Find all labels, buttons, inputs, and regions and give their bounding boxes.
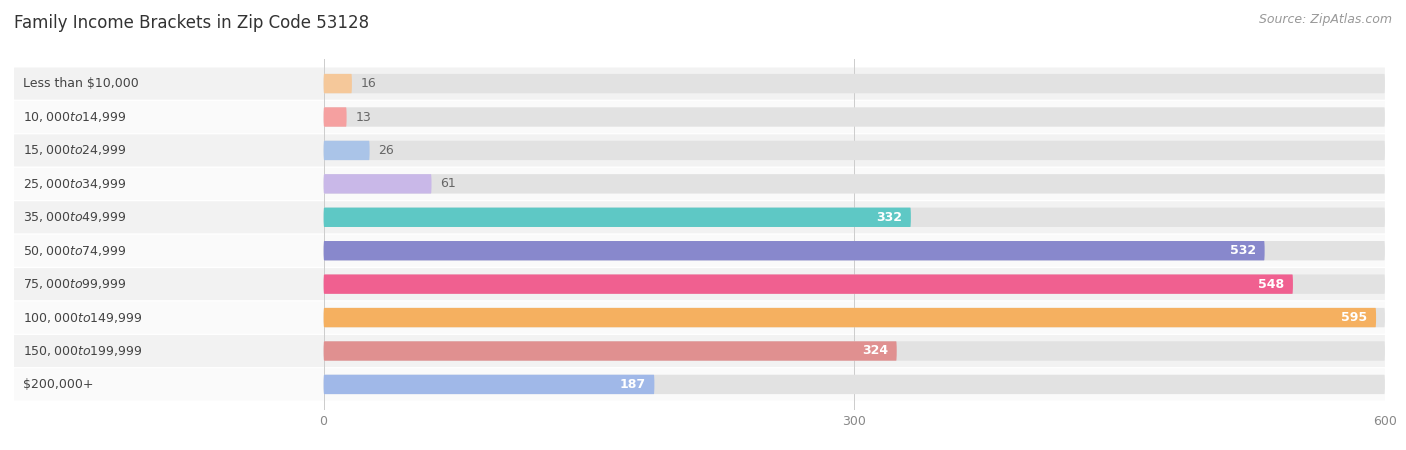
FancyBboxPatch shape bbox=[323, 174, 432, 194]
Text: 61: 61 bbox=[440, 177, 456, 190]
FancyBboxPatch shape bbox=[323, 274, 1294, 294]
Text: $150,000 to $199,999: $150,000 to $199,999 bbox=[22, 344, 142, 358]
FancyBboxPatch shape bbox=[14, 101, 1385, 133]
Text: 332: 332 bbox=[876, 211, 903, 224]
FancyBboxPatch shape bbox=[323, 141, 1385, 160]
FancyBboxPatch shape bbox=[323, 107, 347, 127]
FancyBboxPatch shape bbox=[14, 335, 1385, 367]
Text: 187: 187 bbox=[620, 378, 645, 391]
Text: 324: 324 bbox=[862, 345, 887, 357]
Text: $25,000 to $34,999: $25,000 to $34,999 bbox=[22, 177, 127, 191]
Text: $100,000 to $149,999: $100,000 to $149,999 bbox=[22, 310, 142, 324]
Text: $75,000 to $99,999: $75,000 to $99,999 bbox=[22, 277, 127, 291]
Text: $200,000+: $200,000+ bbox=[22, 378, 93, 391]
FancyBboxPatch shape bbox=[323, 74, 1385, 93]
Text: Less than $10,000: Less than $10,000 bbox=[22, 77, 139, 90]
FancyBboxPatch shape bbox=[323, 308, 1376, 327]
FancyBboxPatch shape bbox=[323, 141, 370, 160]
Text: 13: 13 bbox=[356, 111, 371, 123]
Text: 595: 595 bbox=[1341, 311, 1367, 324]
FancyBboxPatch shape bbox=[323, 375, 1385, 394]
FancyBboxPatch shape bbox=[323, 375, 654, 394]
FancyBboxPatch shape bbox=[323, 74, 352, 93]
FancyBboxPatch shape bbox=[323, 341, 1385, 361]
FancyBboxPatch shape bbox=[14, 302, 1385, 333]
FancyBboxPatch shape bbox=[323, 308, 1385, 327]
FancyBboxPatch shape bbox=[323, 241, 1264, 261]
Text: 532: 532 bbox=[1230, 244, 1256, 257]
FancyBboxPatch shape bbox=[323, 174, 1385, 194]
FancyBboxPatch shape bbox=[14, 369, 1385, 400]
FancyBboxPatch shape bbox=[14, 135, 1385, 166]
Text: Source: ZipAtlas.com: Source: ZipAtlas.com bbox=[1258, 14, 1392, 27]
FancyBboxPatch shape bbox=[14, 234, 1385, 267]
FancyBboxPatch shape bbox=[323, 241, 1385, 261]
Text: 26: 26 bbox=[378, 144, 394, 157]
FancyBboxPatch shape bbox=[14, 268, 1385, 300]
Text: 548: 548 bbox=[1258, 278, 1284, 291]
Text: $35,000 to $49,999: $35,000 to $49,999 bbox=[22, 210, 127, 224]
Text: $50,000 to $74,999: $50,000 to $74,999 bbox=[22, 244, 127, 258]
FancyBboxPatch shape bbox=[14, 201, 1385, 234]
FancyBboxPatch shape bbox=[14, 68, 1385, 99]
FancyBboxPatch shape bbox=[323, 207, 1385, 227]
FancyBboxPatch shape bbox=[323, 107, 1385, 127]
Text: 16: 16 bbox=[361, 77, 377, 90]
FancyBboxPatch shape bbox=[323, 274, 1385, 294]
Text: $10,000 to $14,999: $10,000 to $14,999 bbox=[22, 110, 127, 124]
FancyBboxPatch shape bbox=[14, 168, 1385, 200]
FancyBboxPatch shape bbox=[323, 207, 911, 227]
Text: Family Income Brackets in Zip Code 53128: Family Income Brackets in Zip Code 53128 bbox=[14, 14, 370, 32]
Text: $15,000 to $24,999: $15,000 to $24,999 bbox=[22, 144, 127, 158]
FancyBboxPatch shape bbox=[323, 341, 897, 361]
